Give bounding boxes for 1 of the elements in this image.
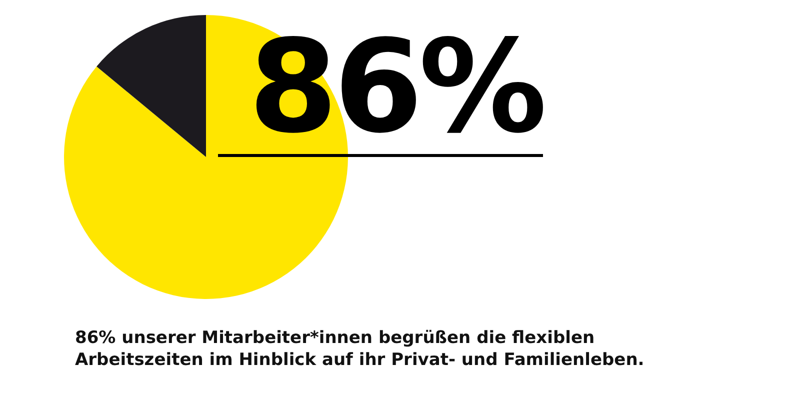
text: 86% unserer Mitarbeiter*innen begrüßen die flexiblen Arbeitszeiten im Hinblick auf ihr Privat- und Familienleben. xyxy=(75,327,646,371)
